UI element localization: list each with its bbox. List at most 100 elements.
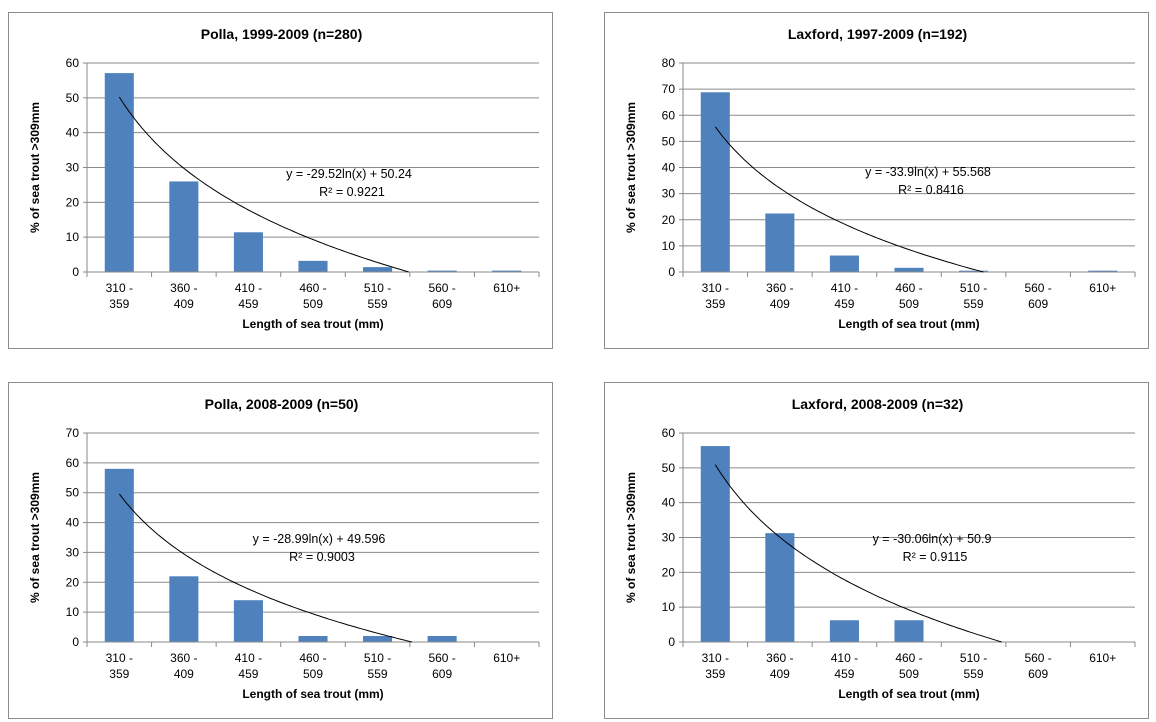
x-tick-label: 460 -: [895, 651, 922, 665]
trendline-equation: y = -30.06ln(x) + 50.9: [873, 532, 992, 546]
trendline: [714, 464, 1002, 643]
chart-svg: Laxford, 2008-2009 (n=32) 0 10 20 30 40 50 60 31…: [624, 396, 1136, 701]
y-tick-label: 50: [662, 134, 676, 148]
chart-panel-polla-2008-2009: Polla, 2008-2009 (n=50) 0 10 20 30 40 50 60 70 31…: [8, 382, 553, 719]
x-tick-label: 560 -: [1024, 281, 1051, 295]
bar: [298, 260, 328, 272]
trendline-r-squared: R² = 0.9003: [289, 550, 355, 564]
y-axis-title: % of sea trout >309mm: [28, 102, 42, 233]
y-tick-label: 40: [662, 161, 676, 175]
y-tick-label: 60: [66, 456, 80, 470]
chart-title: Polla, 2008-2009 (n=50): [205, 396, 359, 412]
x-tick-label: 359: [109, 667, 129, 681]
chart-title: Laxford, 1997-2009 (n=192): [788, 26, 967, 42]
x-tick-label: 560 -: [428, 281, 455, 295]
y-tick-label: 40: [66, 126, 80, 140]
x-tick-label: 360 -: [766, 651, 793, 665]
chart-panel-laxford-2008-2009: Laxford, 2008-2009 (n=32) 0 10 20 30 40 50 60 31…: [604, 382, 1149, 719]
x-tick-label: 459: [238, 667, 258, 681]
x-tick-label: 360 -: [766, 281, 793, 295]
x-tick-label: 310 -: [702, 281, 729, 295]
y-tick-label: 0: [72, 265, 79, 279]
y-tick-label: 0: [668, 265, 675, 279]
x-tick-label: 359: [109, 297, 129, 311]
x-tick-label: 409: [770, 297, 790, 311]
trendline: [118, 96, 409, 273]
y-tick-label: 10: [662, 239, 676, 253]
y-tick-label: 30: [66, 545, 80, 559]
y-axis-title: % of sea trout >309mm: [28, 472, 42, 603]
x-tick-label: 560 -: [428, 651, 455, 665]
bar: [765, 213, 795, 272]
y-tick-label: 60: [66, 56, 80, 70]
x-tick-label: 509: [899, 667, 919, 681]
bar: [104, 468, 134, 642]
x-tick-label: 510 -: [960, 281, 987, 295]
x-tick-label: 460 -: [895, 281, 922, 295]
x-tick-label: 359: [705, 667, 725, 681]
bar: [169, 576, 199, 642]
x-axis-title: Length of sea trout (mm): [838, 687, 979, 701]
chart-title: Laxford, 2008-2009 (n=32): [792, 396, 964, 412]
bar: [427, 270, 457, 272]
trendline-r-squared: R² = 0.8416: [898, 183, 964, 197]
y-tick-label: 10: [66, 230, 80, 244]
x-tick-label: 510 -: [960, 651, 987, 665]
y-tick-label: 20: [66, 575, 80, 589]
y-tick-label: 50: [66, 91, 80, 105]
bar: [700, 92, 730, 272]
x-tick-label: 609: [432, 667, 452, 681]
x-tick-label: 409: [770, 667, 790, 681]
x-tick-label: 559: [368, 297, 388, 311]
bar: [363, 636, 393, 642]
trendline-r-squared: R² = 0.9221: [319, 185, 385, 199]
y-tick-label: 40: [662, 496, 676, 510]
chart-svg: Polla, 1999-2009 (n=280) 0 10 20 30 40 50 60 310…: [28, 26, 540, 331]
x-tick-label: 409: [174, 297, 194, 311]
x-tick-label: 609: [1028, 667, 1048, 681]
trendline-equation: y = -33.9ln(x) + 55.568: [865, 165, 991, 179]
x-tick-label: 360 -: [170, 281, 197, 295]
y-tick-label: 40: [66, 516, 80, 530]
chart-panel-polla-1999-2009: Polla, 1999-2009 (n=280) 0 10 20 30 40 50 60 310…: [8, 12, 553, 349]
bar: [363, 267, 393, 272]
trendline: [714, 126, 984, 273]
trendline: [118, 493, 413, 643]
trendline-equation: y = -28.99ln(x) + 49.596: [253, 532, 386, 546]
x-tick-label: 310 -: [106, 281, 133, 295]
y-axis-title: % of sea trout >309mm: [624, 102, 638, 233]
x-tick-label: 410 -: [831, 651, 858, 665]
x-tick-label: 459: [834, 667, 854, 681]
bar: [959, 270, 989, 272]
x-tick-label: 310 -: [106, 651, 133, 665]
y-tick-label: 30: [662, 187, 676, 201]
y-tick-label: 30: [66, 161, 80, 175]
x-tick-label: 410 -: [235, 651, 262, 665]
x-tick-label: 459: [834, 297, 854, 311]
x-axis-title: Length of sea trout (mm): [242, 687, 383, 701]
x-tick-label: 409: [174, 667, 194, 681]
bar: [700, 446, 730, 642]
bar: [894, 267, 924, 272]
x-tick-label: 610+: [1089, 281, 1116, 295]
x-tick-label: 460 -: [299, 651, 326, 665]
bar: [829, 620, 859, 642]
x-tick-label: 510 -: [364, 281, 391, 295]
bar: [1088, 270, 1118, 272]
bar: [169, 181, 199, 272]
bar: [765, 533, 795, 642]
x-tick-label: 360 -: [170, 651, 197, 665]
chart-title: Polla, 1999-2009 (n=280): [201, 26, 363, 42]
y-tick-label: 10: [66, 605, 80, 619]
x-tick-label: 460 -: [299, 281, 326, 295]
bar: [894, 620, 924, 642]
y-tick-label: 70: [662, 82, 676, 96]
bar: [427, 636, 457, 642]
x-tick-label: 609: [1028, 297, 1048, 311]
y-tick-label: 10: [662, 600, 676, 614]
x-tick-label: 609: [432, 297, 452, 311]
y-tick-label: 30: [662, 531, 676, 545]
y-tick-label: 80: [662, 56, 676, 70]
y-tick-label: 60: [662, 426, 676, 440]
x-tick-label: 610+: [493, 281, 520, 295]
